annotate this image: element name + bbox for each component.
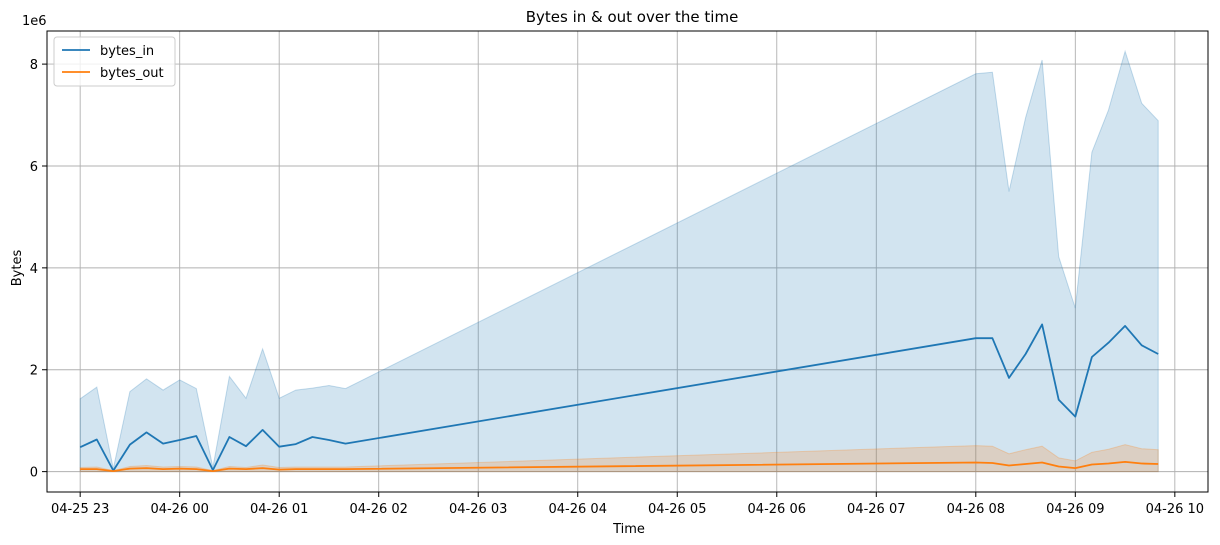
chart-title: Bytes in & out over the time bbox=[526, 8, 739, 26]
x-tick-label: 04-26 00 bbox=[150, 502, 208, 517]
bytes_out-line bbox=[80, 461, 1159, 472]
x-tick-label: 04-26 07 bbox=[847, 502, 905, 517]
y-tick-label: 2 bbox=[30, 364, 38, 379]
x-tick-label: 04-26 08 bbox=[947, 502, 1005, 517]
confidence-bands bbox=[79, 49, 1159, 473]
bytes_in-line bbox=[79, 323, 1159, 472]
y-axis-multiplier-label: 1e6 bbox=[22, 14, 47, 29]
x-tick-label: 04-26 01 bbox=[250, 502, 308, 517]
bytes_in-confidence-band bbox=[79, 49, 1159, 473]
x-tick-label: 04-26 04 bbox=[549, 502, 607, 517]
bytes_out-confidence-band bbox=[79, 444, 1159, 473]
y-tick-label: 6 bbox=[30, 160, 38, 175]
y-axis-title: Bytes bbox=[10, 250, 25, 287]
x-tick-label: 04-26 05 bbox=[648, 502, 706, 517]
x-axis-title: Time bbox=[612, 522, 645, 537]
x-tick-label: 04-26 10 bbox=[1146, 502, 1204, 517]
legend: bytes_in bytes_out bbox=[53, 36, 176, 87]
legend-label-bytes_out: bytes_out bbox=[100, 66, 164, 81]
y-axis-ticks: 0 2 4 6 8 bbox=[30, 58, 47, 481]
x-tick-label: 04-26 02 bbox=[349, 502, 407, 517]
plot-area-frame bbox=[46, 30, 1209, 493]
x-tick-label: 04-25 23 bbox=[51, 502, 109, 517]
x-tick-label: 04-26 03 bbox=[449, 502, 507, 517]
x-tick-label: 04-26 06 bbox=[748, 502, 806, 517]
x-axis-ticks: 04-25 23 04-26 00 04-26 01 04-26 02 04-26 03… bbox=[51, 492, 1204, 517]
x-tick-label: 04-26 09 bbox=[1046, 502, 1104, 517]
y-tick-label: 8 bbox=[30, 58, 38, 73]
y-tick-label: 4 bbox=[30, 262, 38, 277]
series-lines bbox=[79, 323, 1159, 472]
legend-label-bytes_in: bytes_in bbox=[100, 44, 154, 59]
y-tick-label: 0 bbox=[30, 466, 38, 481]
